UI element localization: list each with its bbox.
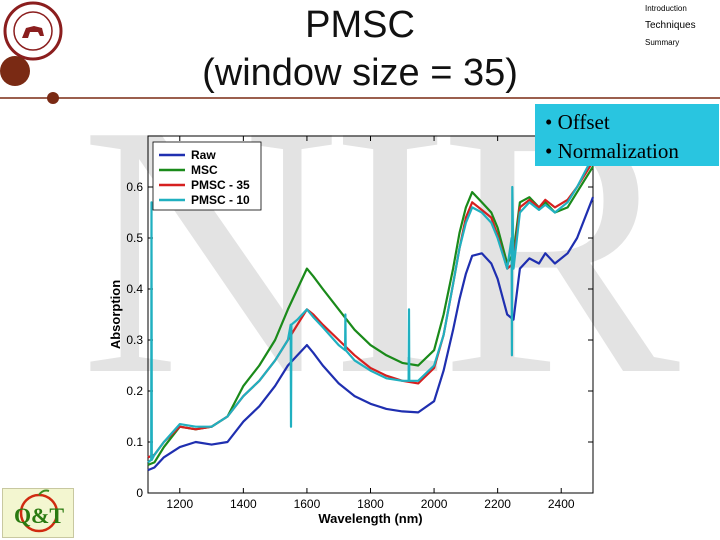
series-line-3 (147, 155, 594, 464)
x-tick-label: 2400 (548, 497, 575, 511)
y-axis-label: Absorption (108, 280, 123, 349)
slide-title-line1: PMSC (305, 4, 415, 46)
y-tick-label: 0.2 (126, 384, 143, 398)
decor-dot-large-icon (0, 56, 30, 86)
y-tick-label: 0 (136, 486, 143, 500)
legend-box (152, 141, 262, 211)
series-line-0 (147, 196, 595, 472)
callout-item-normalization: • Normalization (545, 139, 679, 163)
legend-label-2: PMSC - 35 (191, 178, 250, 192)
x-tick-label: 1400 (230, 497, 257, 511)
x-tick-label: 2000 (421, 497, 448, 511)
nav-introduction[interactable]: Introduction (645, 4, 687, 13)
legend-label-3: PMSC - 10 (191, 193, 250, 207)
nav-techniques[interactable]: Techniques (645, 20, 696, 31)
y-tick-label: 0.6 (126, 180, 143, 194)
university-seal-icon (3, 1, 63, 61)
apple-icon (19, 489, 59, 533)
x-tick-label: 1600 (294, 497, 321, 511)
y-tick-label: 0.1 (126, 435, 143, 449)
x-tick-label: 2200 (484, 497, 511, 511)
callout-box: • Offset • Normalization (535, 104, 719, 166)
y-tick-label: 0.3 (126, 333, 143, 347)
x-tick-label: 1200 (166, 497, 193, 511)
y-tick-label: 0.4 (126, 282, 143, 296)
series-line-1 (147, 166, 594, 466)
qt-logo: Q&T (2, 488, 74, 538)
x-axis-label: Wavelength (nm) (318, 511, 422, 526)
nav-summary[interactable]: Summary (645, 38, 680, 47)
legend-label-0: Raw (191, 148, 216, 162)
y-tick-label: 0.5 (126, 231, 143, 245)
legend-label-1: MSC (191, 163, 218, 177)
callout-item-offset: • Offset (545, 110, 610, 134)
slide-title-line2: (window size = 35) (202, 52, 518, 94)
decor-line-icon (0, 92, 720, 104)
logo-text: Q&T (13, 503, 65, 528)
x-tick-label: 1800 (357, 497, 384, 511)
